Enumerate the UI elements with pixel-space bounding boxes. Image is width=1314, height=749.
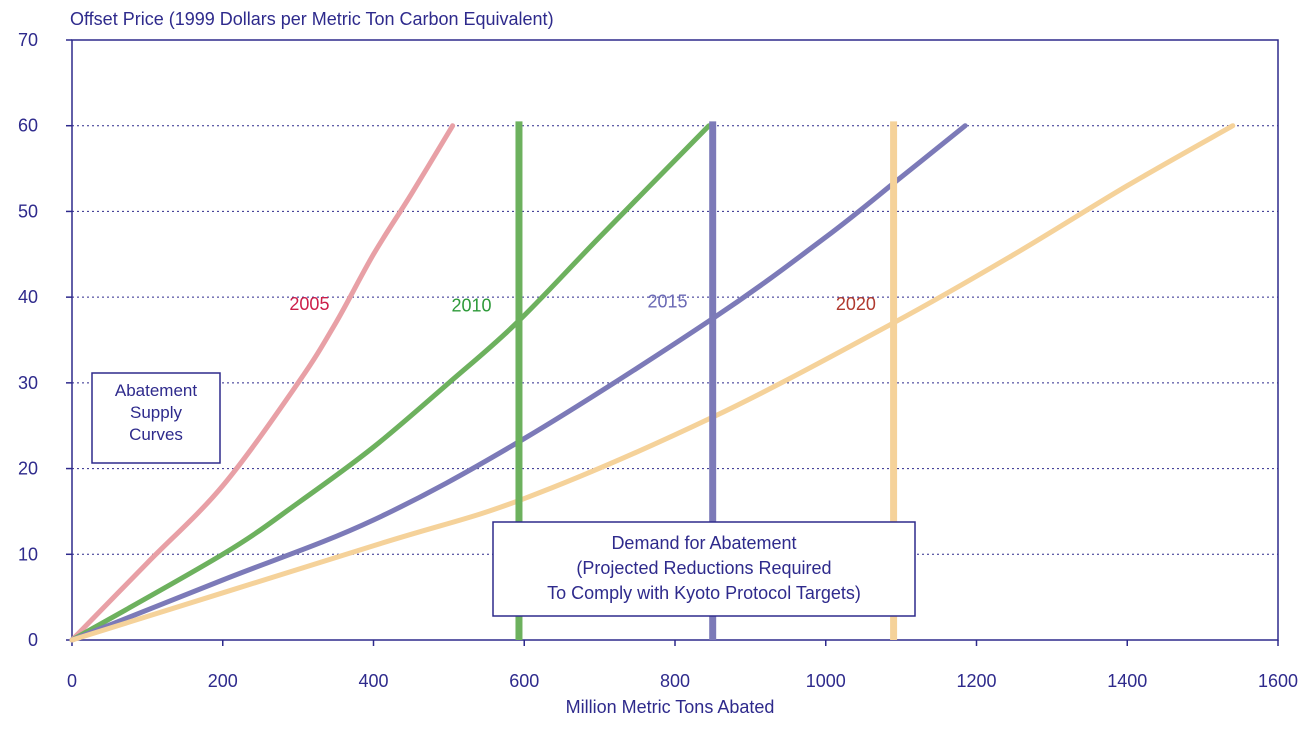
- y-tick-label-10: 10: [18, 544, 38, 564]
- x-tick-label-0: 0: [67, 671, 77, 691]
- x-tick-label-1600: 1600: [1258, 671, 1298, 691]
- x-axis-label: Million Metric Tons Abated: [566, 697, 775, 717]
- demand-box-line: (Projected Reductions Required: [576, 558, 831, 578]
- demand-box-line: Demand for Abatement: [611, 533, 796, 553]
- y-tick-label-20: 20: [18, 459, 38, 479]
- supply-curve-2015: [69, 123, 968, 643]
- curve-label-2005: 2005: [289, 294, 329, 314]
- box-layer: Abatement Supply Curves Demand for Abatemen…: [91, 372, 916, 617]
- chart-title: Offset Price (1999 Dollars per Metric To…: [70, 9, 554, 29]
- x-tick-label-1000: 1000: [806, 671, 846, 691]
- x-tick-label-1400: 1400: [1107, 671, 1147, 691]
- grid-layer: [72, 125, 1278, 555]
- x-tick-label-400: 400: [358, 671, 388, 691]
- supply-box-line: Curves: [129, 425, 183, 444]
- curve-label-2010: 2010: [451, 296, 491, 316]
- y-tick-label-60: 60: [18, 116, 38, 136]
- curve-label-2015: 2015: [647, 291, 687, 311]
- x-tick-label-200: 200: [208, 671, 238, 691]
- series-layer: [69, 123, 1236, 643]
- supply-box-line: Supply: [130, 403, 182, 422]
- supply-box-line: Abatement: [115, 381, 197, 400]
- curve-label-2020: 2020: [836, 294, 876, 314]
- demand-box: [492, 521, 916, 617]
- x-tick-label-600: 600: [509, 671, 539, 691]
- supply-curve-2005: [69, 123, 456, 643]
- supply-box: [91, 372, 221, 464]
- supply-curve-2010: [69, 123, 712, 643]
- y-tick-label-70: 70: [18, 30, 38, 50]
- y-tick-label-0: 0: [28, 630, 38, 650]
- axis-layer: 0 10 20 30 40 50 60 70 0 200 400 600 800 1000 1200 1400…: [18, 30, 1298, 691]
- label-layer: 2005 2010 2015 2020: [289, 291, 876, 315]
- x-tick-label-800: 800: [660, 671, 690, 691]
- y-tick-label-30: 30: [18, 373, 38, 393]
- x-tick-label-1200: 1200: [956, 671, 996, 691]
- demand-box-line: To Comply with Kyoto Protocol Targets): [547, 583, 861, 603]
- y-tick-label-50: 50: [18, 201, 38, 221]
- supply-curve-2020: [69, 123, 1236, 643]
- y-tick-label-40: 40: [18, 287, 38, 307]
